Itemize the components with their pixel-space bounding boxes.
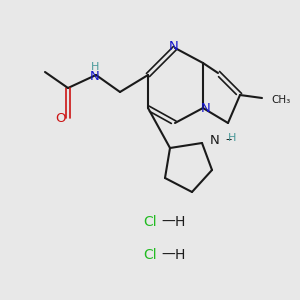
Text: Cl: Cl [143,248,157,262]
Text: H: H [175,248,185,262]
Text: O: O [56,112,66,125]
Text: H: H [175,215,185,229]
Text: N: N [169,40,179,53]
Text: H: H [228,133,236,143]
Text: —: — [161,248,175,262]
Text: —: — [161,215,175,229]
Text: –: – [225,134,231,146]
Text: N: N [201,103,211,116]
Text: CH₃: CH₃ [271,95,290,105]
Text: N: N [210,134,220,146]
Text: Cl: Cl [143,215,157,229]
Text: N: N [90,70,100,83]
Text: H: H [91,62,99,72]
